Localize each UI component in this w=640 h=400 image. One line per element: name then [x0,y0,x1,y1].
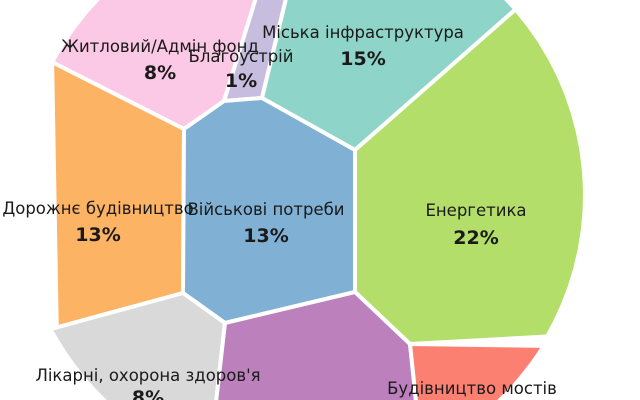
segment-value-label: 1% [225,70,257,92]
segment-name-label: Лікарні, охорона здоров'я [35,366,260,385]
segment-value-label: 22% [453,227,498,249]
segment-value-label: 13% [243,225,288,247]
segment-value-label: 15% [340,48,385,70]
segment-value-label: 8% [132,387,164,400]
cell-4 [353,7,585,346]
segment-value-label: 13% [75,224,120,246]
segment-name-label: Будівництво мостів [387,379,557,398]
segment-name-label: Благоустрій [189,47,294,66]
segment-name-label: Міська інфраструктура [262,23,464,42]
segment-value-label: 8% [144,62,176,84]
cell-9 [408,342,558,400]
segment-name-label: Дорожнє будівництво [2,199,193,218]
segment-name-label: Військові потреби [187,200,344,219]
segment-name-label: Житловий/Адмін фонд [61,37,259,56]
segment-name-label: Енергетика [425,201,526,220]
